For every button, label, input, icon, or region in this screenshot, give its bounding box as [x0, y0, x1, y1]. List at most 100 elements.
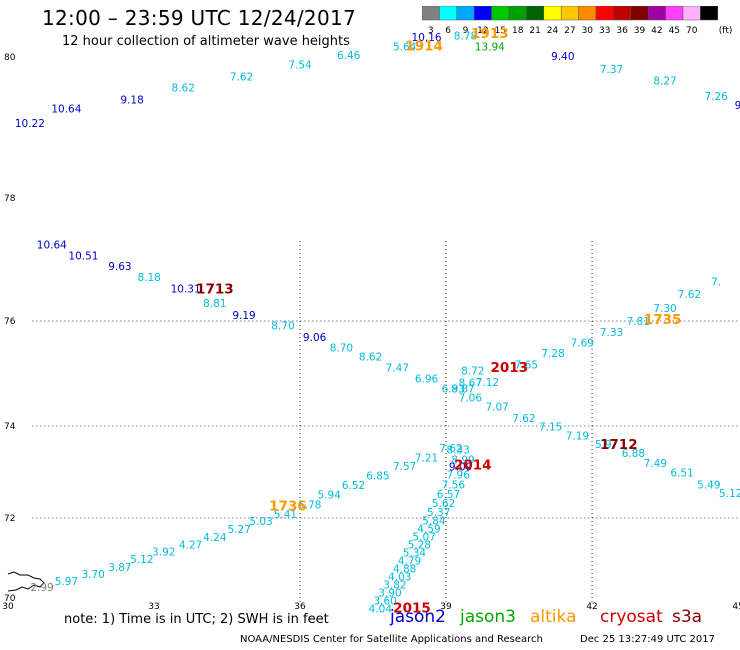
wave-height-value: 7.62: [439, 443, 462, 455]
wave-height-value: 7.49: [644, 458, 667, 470]
wave-height-value: 8.18: [137, 272, 160, 284]
pass-time-label: 2014: [454, 458, 492, 474]
wave-height-value: 9.09: [449, 462, 472, 474]
graticule: [32, 241, 739, 602]
wave-height-value: 3.87: [108, 562, 131, 574]
wave-height-value: 10.64: [51, 104, 81, 116]
wave-height-value: 8.33: [447, 445, 470, 457]
pass-time-label: 1914: [405, 39, 443, 55]
lon-axis-label: 42: [586, 602, 597, 612]
wave-height-value: 7.62: [230, 71, 253, 83]
wave-height-value: 5.97: [595, 439, 618, 451]
pass-time-label: 1736: [269, 499, 307, 515]
wave-height-value: 5.41: [274, 509, 297, 521]
wave-height-value: 7.26: [704, 91, 728, 103]
lon-axis-label: 39: [440, 602, 452, 612]
lat-axis-label: 72: [4, 514, 15, 524]
color-scale-legend: 3 6 9 12 15 18 21 24 27 30 33 36 39 42 45 70 (ft): [422, 6, 732, 36]
legend-label: 18: [512, 26, 524, 36]
wave-height-value: 5.62: [432, 498, 455, 510]
footer-note: note: 1) Time is in UTC; 2) SWH is in fe…: [64, 612, 329, 627]
wave-height-value: 3.70: [81, 569, 104, 581]
wave-height-value: 8.67: [459, 378, 482, 390]
wave-height-value: 5.27: [227, 524, 250, 536]
wave-height-value: 6.51: [670, 468, 693, 480]
wave-height-value: 8.62: [172, 83, 195, 95]
legend-label: 30: [582, 26, 594, 36]
wave-height-value: 7.96: [447, 469, 471, 481]
pass-time-label: 1735: [644, 312, 682, 328]
wave-height-value: 6.52: [342, 480, 365, 492]
legend-unit: (ft): [719, 26, 732, 36]
lat-axis-label: 80: [4, 53, 16, 63]
wave-height-value: 4.24: [203, 532, 227, 544]
sat-label-jason2: jason2: [390, 607, 446, 627]
lon-axis-label: 33: [148, 602, 159, 612]
wave-height-value: 3.82: [383, 579, 406, 591]
legend-label: 15: [495, 26, 506, 36]
wave-height-value: 5.07: [412, 531, 435, 543]
wave-height-value: 4.59: [417, 523, 440, 535]
wave-height-value: 5.12: [719, 488, 740, 500]
wave-height-value: 5.12: [130, 554, 153, 566]
wave-height-value: 7.30: [653, 303, 676, 315]
legend-label: 24: [547, 26, 559, 36]
footer-date: Dec 25 13:27:49 UTC 2017: [580, 634, 715, 645]
lon-axis-label: 45: [732, 602, 740, 612]
wave-height-value: 7.57: [393, 461, 416, 473]
wave-height-value: 3.92: [152, 547, 175, 559]
wave-height-value: 8.72: [461, 366, 484, 378]
wave-height-value: 4.27: [179, 539, 202, 551]
sat-label-altika: altika: [530, 607, 577, 627]
wave-height-value: 5.84: [422, 515, 446, 527]
legend-label: 36: [616, 26, 628, 36]
wave-height-value: 7.69: [571, 338, 594, 350]
wave-height-value: 9.18: [120, 95, 143, 107]
pass-time-label: 1713: [196, 281, 234, 297]
wave-height-value: 10.16: [412, 32, 442, 44]
wave-height-value: 7.15: [539, 422, 562, 434]
lat-axis-label: 78: [4, 194, 16, 204]
footer-credit: NOAA/NESDIS Center for Satellite Applica…: [240, 634, 543, 645]
wave-height-value: 10.22: [15, 118, 45, 130]
page-title: 12:00 – 23:59 UTC 12/24/2017: [42, 6, 357, 30]
wave-height-value: 2.99: [30, 582, 53, 594]
wave-height-value: 7.12: [476, 377, 499, 389]
sat-label-jason3: jason3: [460, 607, 516, 627]
wave-height-value: 7.62: [512, 413, 535, 425]
wave-height-value: 7.06: [459, 392, 483, 404]
lat-axis-label: 70: [4, 594, 16, 604]
wave-height-value: 9.0: [735, 100, 740, 112]
wave-height-value: 6.93: [442, 383, 465, 395]
wave-height-value: 8.87: [451, 383, 474, 395]
legend-label: 9: [463, 26, 469, 36]
wave-height-value: 5.94: [318, 490, 342, 502]
wave-height-value: 8.81: [203, 298, 226, 310]
wave-height-value: 8.70: [330, 342, 353, 354]
page-subtitle: 12 hour collection of altimeter wave hei…: [62, 34, 350, 49]
pass-time-label: 1712: [600, 437, 638, 453]
wave-height-value: 6.96: [415, 373, 439, 385]
wave-height-value: 13.94: [475, 42, 505, 54]
wave-height-value: 7.21: [415, 452, 438, 464]
wave-height-value: 5.28: [408, 539, 431, 551]
wave-height-value: 10.31: [171, 284, 201, 296]
wave-height-value: 9.40: [551, 51, 574, 63]
legend-label: 6: [445, 26, 451, 36]
wave-height-value: 5.78: [298, 499, 321, 511]
pass-time-label: 2013: [491, 360, 529, 376]
wave-height-value: 9.63: [108, 261, 131, 273]
wave-height-value: 6.57: [437, 489, 460, 501]
wave-height-value: 10.64: [37, 239, 67, 251]
wave-height-value: 7.62: [678, 289, 701, 301]
wave-height-value: 7.54: [288, 59, 312, 71]
wave-height-value: 7.56: [442, 480, 466, 492]
legend-label: 70: [686, 26, 698, 36]
wave-height-value: 7.65: [515, 359, 538, 371]
legend-label: 33: [599, 26, 610, 36]
wave-height-value: 9.19: [232, 310, 255, 322]
wave-height-value: 5.49: [697, 480, 720, 492]
sat-label-s3a: s3a: [672, 607, 703, 627]
